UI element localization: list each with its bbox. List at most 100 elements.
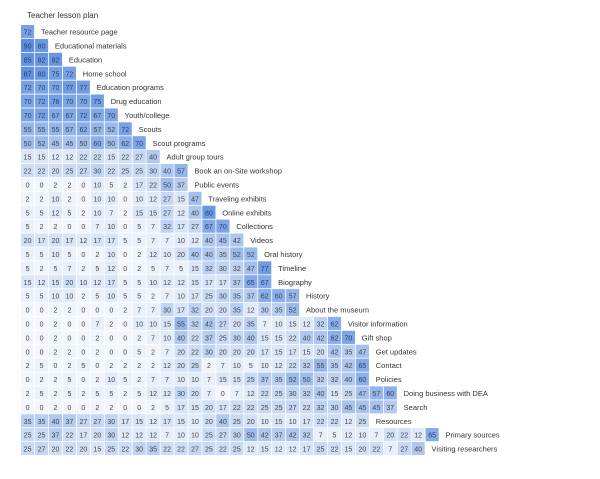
cell-value: 2 <box>109 405 113 412</box>
cell-value: 55 <box>38 127 46 134</box>
matrix-cell: 2 <box>146 344 160 358</box>
cell-fill <box>48 150 63 164</box>
matrix-cell: 70 <box>76 94 90 108</box>
matrix-cell: 7 <box>62 261 76 275</box>
cell-value: 7 <box>165 349 169 356</box>
cell-value: 37 <box>233 280 241 287</box>
cell-value: 12 <box>275 363 283 370</box>
cell-value: 12 <box>93 280 101 287</box>
matrix-cell: 22 <box>369 442 383 456</box>
matrix-cell: 7 <box>146 303 160 317</box>
matrix-cell: 20 <box>230 344 244 358</box>
matrix-cell: 82 <box>34 52 49 66</box>
cell-fill <box>48 164 63 178</box>
matrix-cell: 20 <box>48 442 63 456</box>
matrix-cell: 0 <box>118 330 132 344</box>
matrix-cell: 15 <box>272 330 286 344</box>
matrix-cell: 35 <box>216 247 230 261</box>
cell-value: 7 <box>207 391 211 398</box>
cell-value: 27 <box>289 405 297 412</box>
cell-value: 17 <box>93 238 101 245</box>
matrix-cell: 50 <box>104 136 118 150</box>
cell-value: 35 <box>38 419 46 426</box>
cell-value: 10 <box>177 377 185 384</box>
cell-value: 10 <box>66 294 74 301</box>
cell-value: 22 <box>38 169 46 176</box>
matrix-cell: 50 <box>21 136 35 150</box>
matrix-cell: 40 <box>188 205 202 219</box>
cell-fill <box>34 414 49 428</box>
cell-fill <box>21 358 35 372</box>
matrix-cell: 2 <box>48 400 63 414</box>
cell-value: 40 <box>205 238 213 245</box>
matrix-cell: 12 <box>104 261 118 275</box>
cell-value: 37 <box>386 405 394 412</box>
cell-fill <box>188 205 202 219</box>
matrix-cell: 22 <box>118 442 132 456</box>
matrix-cell: 10 <box>174 233 188 247</box>
cell-fill <box>118 442 132 456</box>
matrix-cell: 5 <box>146 261 160 275</box>
cell-value: 5 <box>123 238 127 245</box>
cell-fill <box>174 428 188 442</box>
matrix-cell: 50 <box>76 136 90 150</box>
cell-value: 17 <box>107 280 115 287</box>
cell-value: 0 <box>26 349 30 356</box>
cell-value: 12 <box>149 196 157 203</box>
cell-value: 5 <box>123 294 127 301</box>
cell-value: 45 <box>52 141 60 148</box>
cell-value: 10 <box>149 280 157 287</box>
matrix-cell: 12 <box>146 414 160 428</box>
matrix-cell: 5 <box>90 289 104 303</box>
cell-value: 27 <box>400 447 408 454</box>
matrix-cell: 70 <box>21 94 35 108</box>
matrix-cell: 12 <box>34 275 49 289</box>
matrix-cell: 15 <box>48 275 63 289</box>
cell-value: 30 <box>135 447 143 454</box>
matrix-cell: 0 <box>76 330 90 344</box>
cell-fill <box>188 233 202 247</box>
cell-value: 10 <box>261 419 269 426</box>
row-label: Youth/college <box>125 111 170 120</box>
cell-value: 52 <box>233 252 241 259</box>
cell-value: 57 <box>66 127 74 134</box>
cell-value: 10 <box>52 294 60 301</box>
cell-fill <box>272 316 286 330</box>
cell-fill <box>132 205 146 219</box>
cell-value: 22 <box>66 447 74 454</box>
cell-value: 0 <box>95 308 99 315</box>
cell-fill <box>174 247 188 261</box>
matrix-cell: 20 <box>174 358 188 372</box>
cell-value: 40 <box>191 252 199 259</box>
cell-fill <box>62 372 76 386</box>
cell-value: 15 <box>38 155 46 162</box>
row-label: Policies <box>376 375 402 384</box>
matrix-cell: 2 <box>132 247 146 261</box>
cell-fill <box>216 372 230 386</box>
matrix-cell: 55 <box>48 122 63 136</box>
cell-fill <box>258 442 272 456</box>
matrix-cell: 10 <box>258 414 272 428</box>
matrix-cell: 20 <box>313 344 328 358</box>
cell-fill <box>21 80 35 94</box>
cell-fill <box>48 94 63 108</box>
cell-fill <box>174 400 188 414</box>
cell-value: 57 <box>177 169 185 176</box>
matrix-cell: 27 <box>34 442 49 456</box>
cell-value: 10 <box>107 252 115 259</box>
cell-value: 12 <box>275 447 283 454</box>
cell-value: 42 <box>289 433 297 440</box>
cell-fill <box>160 219 174 233</box>
cell-value: 5 <box>26 266 30 273</box>
matrix-cell: 2 <box>90 330 104 344</box>
cell-fill <box>146 372 160 386</box>
cell-value: 2 <box>67 196 71 203</box>
cell-fill <box>313 372 328 386</box>
cell-value: 70 <box>79 99 87 106</box>
matrix-cell: 10 <box>174 289 188 303</box>
matrix-cell: 15 <box>132 414 146 428</box>
matrix-cell: 32 <box>300 358 314 372</box>
matrix-cell: 0 <box>34 303 49 317</box>
cell-value: 35 <box>275 377 283 384</box>
cell-value: 25 <box>24 447 32 454</box>
